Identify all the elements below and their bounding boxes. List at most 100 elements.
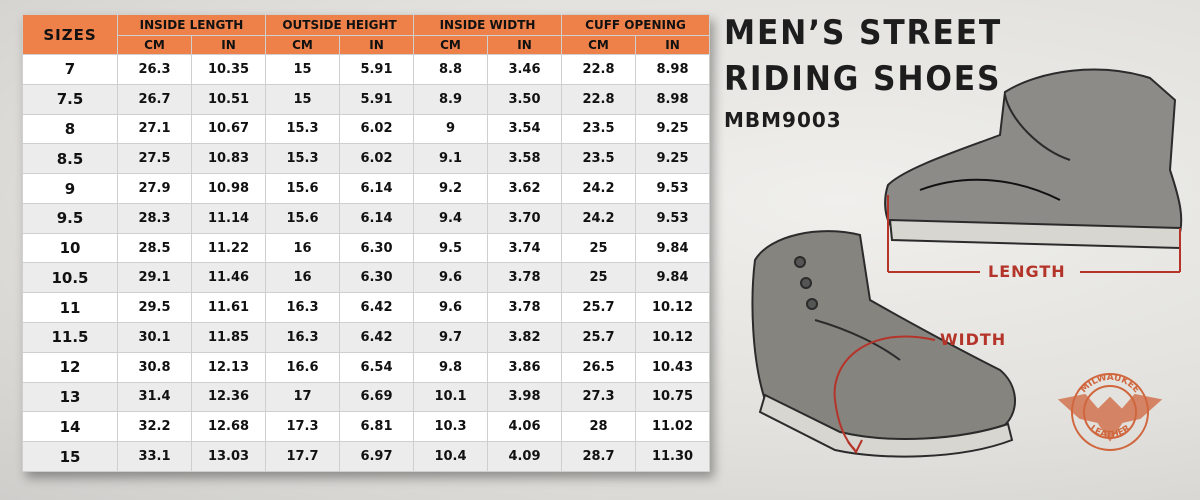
value-cell: 4.09 (487, 441, 562, 472)
value-cell: 25.7 (561, 322, 636, 353)
value-cell: 9.7 (413, 322, 488, 353)
width-label: WIDTH (940, 330, 1007, 349)
title-line-1: MEN’S STREET (724, 13, 1003, 53)
value-cell: 10.67 (191, 113, 266, 145)
length-measure-line (887, 195, 1181, 273)
table-row: 9.5 28.3 11.14 15.6 6.14 9.4 3.70 24.2 9.53 (22, 202, 710, 234)
value-cell: 25 (561, 232, 636, 264)
value-cell: 6.69 (339, 381, 414, 413)
value-cell: 8.9 (413, 83, 488, 115)
size-cell: 14 (22, 411, 118, 443)
value-cell: 28 (561, 411, 636, 443)
value-cell: 15 (265, 83, 340, 115)
size-cell: 13 (22, 381, 118, 413)
size-table-body: 7 26.3 10.35 15 5.91 8.8 3.46 22.8 8.98 7.5 26.7 10… (22, 54, 710, 472)
value-cell: 6.42 (339, 292, 414, 324)
value-cell: 15.6 (265, 202, 340, 234)
table-row: 8.5 27.5 10.83 15.3 6.02 9.1 3.58 23.5 9.25 (22, 143, 710, 175)
table-row: 9 27.9 10.98 15.6 6.14 9.2 3.62 24.2 9.53 (22, 173, 710, 204)
value-cell: 22.8 (561, 54, 636, 85)
value-cell: 3.78 (487, 292, 562, 324)
value-cell: 10.83 (191, 143, 266, 175)
value-cell: 31.4 (117, 381, 192, 413)
value-cell: 6.54 (339, 351, 414, 383)
value-cell: 12.13 (191, 351, 266, 383)
value-cell: 3.98 (487, 381, 562, 413)
angled-view-shoe-icon (751, 230, 1017, 458)
size-cell: 10 (22, 232, 118, 264)
value-cell: 8.8 (413, 54, 488, 85)
value-cell: 9.5 (413, 232, 488, 264)
value-cell: 11.14 (191, 202, 266, 234)
group-header-inside-width: INSIDE WIDTH (413, 14, 562, 36)
value-cell: 3.78 (487, 262, 562, 294)
value-cell: 9.84 (635, 262, 710, 294)
value-cell: 24.2 (561, 173, 636, 204)
value-cell: 28.5 (117, 232, 192, 264)
unit-header: CM (117, 35, 192, 55)
value-cell: 3.74 (487, 232, 562, 264)
value-cell: 25.7 (561, 292, 636, 324)
value-cell: 17.7 (265, 441, 340, 472)
value-cell: 12.68 (191, 411, 266, 443)
value-cell: 9.53 (635, 173, 710, 204)
value-cell: 6.02 (339, 113, 414, 145)
model-number: MBM9003 (724, 108, 842, 132)
value-cell: 26.3 (117, 54, 192, 85)
unit-header: IN (339, 35, 414, 55)
value-cell: 3.82 (487, 322, 562, 353)
value-cell: 10.75 (635, 381, 710, 413)
value-cell: 10.3 (413, 411, 488, 443)
table-row: 13 31.4 12.36 17 6.69 10.1 3.98 27.3 10.75 (22, 381, 710, 413)
value-cell: 25 (561, 262, 636, 294)
value-cell: 27.9 (117, 173, 192, 204)
value-cell: 11.30 (635, 441, 710, 472)
value-cell: 5.91 (339, 54, 414, 85)
value-cell: 15 (265, 54, 340, 85)
value-cell: 17 (265, 381, 340, 413)
unit-header: CM (265, 35, 340, 55)
value-cell: 3.62 (487, 173, 562, 204)
value-cell: 3.46 (487, 54, 562, 85)
value-cell: 10.43 (635, 351, 710, 383)
unit-header: CM (561, 35, 636, 55)
value-cell: 16 (265, 262, 340, 294)
value-cell: 10.35 (191, 54, 266, 85)
group-header-row: SIZES INSIDE LENGTH OUTSIDE HEIGHT INSID… (22, 14, 710, 55)
group-header-outside-height: OUTSIDE HEIGHT (265, 14, 414, 36)
size-cell: 7.5 (22, 83, 118, 115)
value-cell: 11.46 (191, 262, 266, 294)
size-cell: 11.5 (22, 322, 118, 353)
value-cell: 10.1 (413, 381, 488, 413)
value-cell: 3.58 (487, 143, 562, 175)
value-cell: 30.1 (117, 322, 192, 353)
unit-header: IN (635, 35, 710, 55)
value-cell: 11.22 (191, 232, 266, 264)
unit-header: IN (487, 35, 562, 55)
value-cell: 10.12 (635, 322, 710, 353)
width-measure-arc (833, 335, 936, 454)
value-cell: 10.98 (191, 173, 266, 204)
value-cell: 3.54 (487, 113, 562, 145)
table-row: 7.5 26.7 10.51 15 5.91 8.9 3.50 22.8 8.98 (22, 83, 710, 115)
unit-header: IN (191, 35, 266, 55)
value-cell: 6.42 (339, 322, 414, 353)
side-view-shoe-icon (884, 68, 1183, 250)
value-cell: 11.85 (191, 322, 266, 353)
unit-header-row: CM IN CM IN CM IN CM IN (23, 35, 710, 55)
value-cell: 9.84 (635, 232, 710, 264)
table-row: 7 26.3 10.35 15 5.91 8.8 3.46 22.8 8.98 (22, 54, 710, 85)
value-cell: 11.61 (191, 292, 266, 324)
value-cell: 27.5 (117, 143, 192, 175)
value-cell: 29.1 (117, 262, 192, 294)
size-cell: 12 (22, 351, 118, 383)
value-cell: 27.3 (561, 381, 636, 413)
value-cell: 13.03 (191, 441, 266, 472)
value-cell: 3.70 (487, 202, 562, 234)
value-cell: 5.91 (339, 83, 414, 115)
table-row: 15 33.1 13.03 17.7 6.97 10.4 4.09 28.7 11.30 (22, 441, 710, 472)
group-header-inside-length: INSIDE LENGTH (117, 14, 266, 36)
value-cell: 9.25 (635, 113, 710, 145)
size-cell: 9 (22, 173, 118, 204)
